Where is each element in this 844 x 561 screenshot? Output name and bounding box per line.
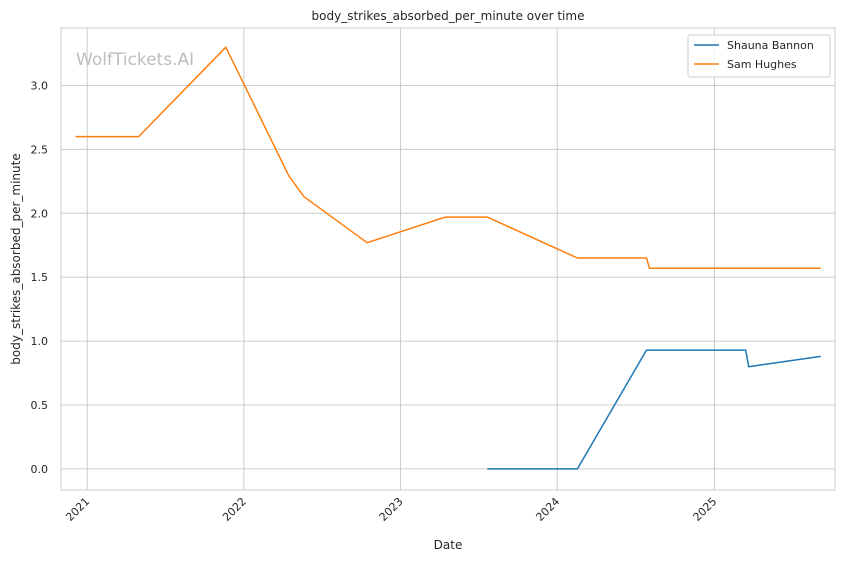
watermark-text: WolfTickets.AI — [76, 50, 194, 70]
grid-lines — [61, 28, 835, 490]
chart-title: body_strikes_absorbed_per_minute over ti… — [312, 9, 585, 23]
x-tick-label: 2024 — [533, 495, 562, 524]
y-tick-label: 1.0 — [31, 335, 49, 348]
plot-frame — [60, 27, 836, 491]
y-tick-label: 0.0 — [31, 463, 49, 476]
x-tick-label: 2022 — [220, 495, 249, 524]
y-tick-label: 2.5 — [31, 143, 49, 156]
series-line-sam-hughes — [75, 46, 821, 270]
y-tick-label: 0.5 — [31, 399, 49, 412]
x-axis-label: Date — [434, 538, 463, 552]
y-axis-label: body_strikes_absorbed_per_minute — [9, 153, 23, 364]
legend-label-shauna-bannon: Shauna Bannon — [727, 39, 814, 52]
y-tick-label: 3.0 — [31, 80, 49, 93]
y-tick-labels: 0.0 0.5 1.0 1.5 2.0 2.5 3.0 — [31, 80, 49, 476]
y-tick-label: 1.5 — [31, 271, 49, 284]
legend-box — [687, 34, 831, 78]
x-tick-label: 2025 — [691, 495, 720, 524]
x-tick-labels: 2021 2022 2023 2024 2025 — [63, 495, 719, 524]
series-line-shauna-bannon — [487, 349, 821, 470]
series-lines — [75, 46, 821, 470]
legend-label-sam-hughes: Sam Hughes — [727, 58, 797, 71]
x-tick-label: 2023 — [377, 495, 406, 524]
y-tick-label: 2.0 — [31, 207, 49, 220]
x-tick-label: 2021 — [63, 495, 92, 524]
legend: Shauna Bannon Sam Hughes — [687, 34, 831, 78]
